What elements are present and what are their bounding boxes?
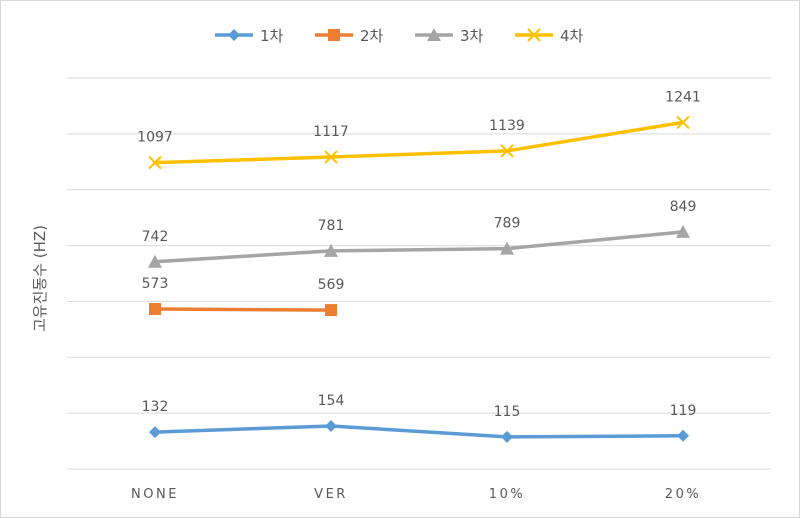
data-label: 849 xyxy=(670,199,697,215)
series-line xyxy=(154,424,684,439)
series-4: 1097 1117 1139 1241 xyxy=(137,89,701,170)
legend: 1차 2차 3차 4차 xyxy=(215,27,584,45)
data-point xyxy=(501,430,513,443)
data-point xyxy=(148,254,162,268)
data-point xyxy=(324,150,338,164)
marker-stroke xyxy=(527,28,541,42)
data-point xyxy=(676,224,690,238)
data-label: 1241 xyxy=(665,89,701,105)
legend-marker xyxy=(328,29,340,41)
data-label: 573 xyxy=(142,276,169,292)
legend-item: 1차 xyxy=(215,27,284,45)
x-axis-tick-labels: NONE VER 10% 20% xyxy=(131,487,701,502)
marker-stroke xyxy=(148,155,162,170)
data-label: 132 xyxy=(142,399,169,415)
marker-stroke xyxy=(500,144,514,158)
series-line xyxy=(154,120,684,165)
series-line xyxy=(154,307,332,312)
data-label: 781 xyxy=(318,218,345,234)
legend-item: 3차 xyxy=(415,27,484,45)
x-tick-label: VER xyxy=(314,487,348,502)
marker-stroke xyxy=(324,150,338,164)
data-label: 154 xyxy=(318,393,345,409)
legend-label: 1차 xyxy=(260,27,284,45)
legend-label: 2차 xyxy=(360,27,384,45)
x-tick-label: NONE xyxy=(131,487,179,502)
data-point xyxy=(500,144,514,158)
data-point xyxy=(149,426,161,439)
series-1: 132 154 115 119 xyxy=(142,393,697,443)
data-label: 742 xyxy=(142,229,169,245)
data-label: 569 xyxy=(318,277,345,293)
series-3: 742 781 789 849 xyxy=(142,199,697,268)
legend-marker xyxy=(427,28,441,41)
marker-stroke xyxy=(676,115,690,130)
data-label: 789 xyxy=(494,216,521,232)
x-tick-label: 10% xyxy=(489,487,525,502)
gridlines xyxy=(67,77,771,470)
data-label: 119 xyxy=(670,403,697,419)
legend-marker xyxy=(228,29,240,41)
data-point xyxy=(676,115,690,130)
data-point xyxy=(500,241,514,255)
series-2: 573 569 xyxy=(142,276,345,317)
legend-item: 2차 xyxy=(315,27,384,45)
data-label: 1097 xyxy=(137,130,173,146)
data-point xyxy=(149,302,161,315)
legend-label: 4차 xyxy=(560,27,584,45)
data-label: 115 xyxy=(494,404,521,420)
y-axis-label: 고유진동수 (HZ) xyxy=(31,225,49,332)
data-point xyxy=(324,243,338,257)
legend-marker xyxy=(527,28,541,42)
legend-label: 3차 xyxy=(460,27,484,45)
series-line xyxy=(154,230,684,264)
data-point xyxy=(148,155,162,170)
data-point xyxy=(325,419,337,432)
legend-item: 4차 xyxy=(515,27,584,45)
data-point xyxy=(677,429,689,442)
data-point xyxy=(325,304,337,317)
data-label: 1117 xyxy=(313,124,349,140)
x-tick-label: 20% xyxy=(665,487,701,502)
data-label: 1139 xyxy=(489,118,525,134)
